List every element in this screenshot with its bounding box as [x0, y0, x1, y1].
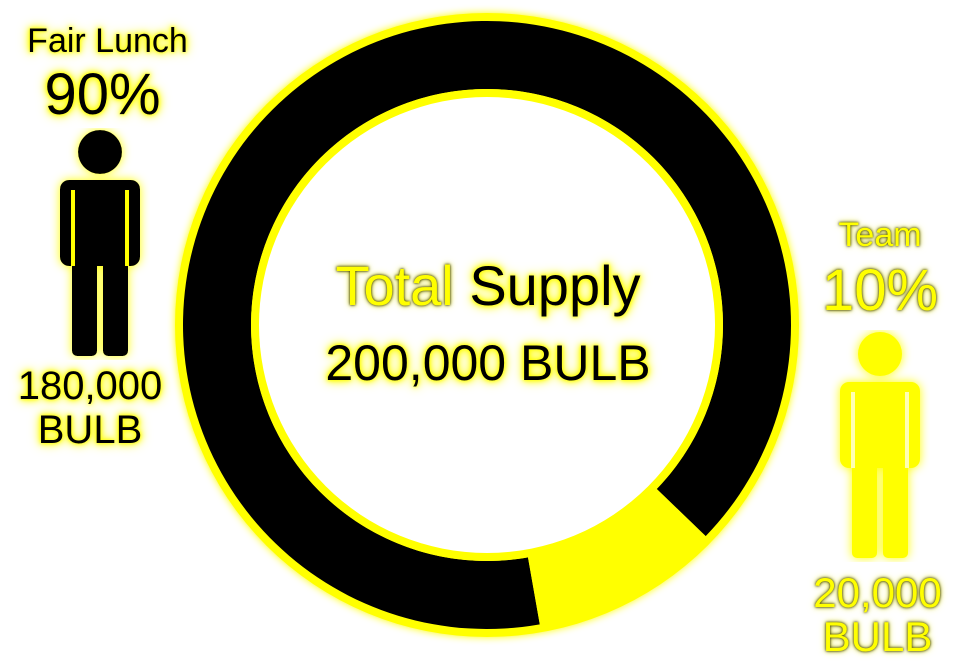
- person-icon: [840, 332, 920, 558]
- center-total-value: 200,000 BULB: [325, 335, 651, 391]
- person-icon: [60, 130, 140, 356]
- slice-team: [527, 488, 706, 625]
- team-unit: BULB: [822, 613, 933, 660]
- center-title-supply: Supply: [469, 254, 641, 317]
- fair-lunch-name: Fair Lunch: [27, 22, 188, 60]
- fair-lunch-amount: 180,000: [17, 364, 163, 408]
- center-title: Total Supply: [258, 258, 718, 314]
- fair-lunch-percent: 90%: [44, 62, 161, 127]
- donut-ring: [175, 13, 799, 637]
- team-percent: 10%: [821, 258, 939, 323]
- team-name: Team: [838, 216, 922, 254]
- fair-lunch-unit: BULB: [37, 408, 143, 452]
- donut-hole: [259, 97, 715, 553]
- team-amount: 20,000: [813, 569, 942, 616]
- center-title-total: Total: [335, 254, 454, 317]
